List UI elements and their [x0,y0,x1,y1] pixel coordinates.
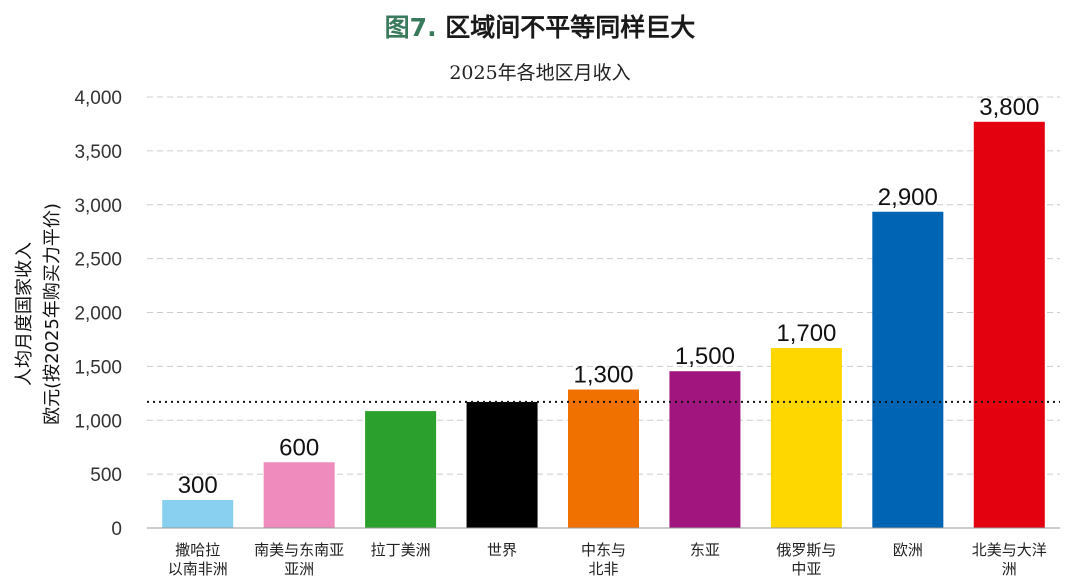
category-label: 俄罗斯与 [776,541,836,559]
y-tick-label: 0 [111,519,122,540]
category-label: 北非 [588,560,618,578]
y-axis-label-line2: 欧元(按2025年购买力平价) [42,203,63,425]
title-text: 区域间不平等同样巨大 [445,13,696,42]
figure-number: 图7. [384,13,437,42]
value-label: 600 [279,434,319,461]
bar [567,389,640,528]
value-label: 300 [178,472,218,499]
chart-subtitle: 2025年各地区月收入 [449,62,631,84]
category-label: 洲 [1002,560,1017,578]
bar [365,411,437,528]
value-label: 1,500 [675,343,735,370]
category-label: 以南非洲 [168,560,228,578]
value-label: 3,800 [979,94,1039,121]
y-tick-label: 500 [90,465,122,486]
bar [872,211,944,528]
category-label: 中亚 [791,560,821,578]
category-label: 南美与东南亚 [254,541,344,559]
category-label: 欧洲 [893,541,923,559]
value-label: 1,700 [776,320,836,347]
value-label: 1,300 [573,362,633,389]
bars [162,121,1045,528]
bar [162,499,234,528]
y-tick-label: 3,000 [74,196,122,217]
category-label: 拉丁美洲 [371,541,431,559]
y-tick-label: 3,500 [74,142,122,163]
y-tick-label: 2,000 [74,304,122,325]
y-axis-label-line1: 人均月度国家收入 [14,242,35,386]
bar [669,371,741,528]
category-label: 北美与大洋 [972,541,1047,559]
y-tick-label: 2,500 [74,250,122,271]
y-tick-label: 1,500 [74,357,122,378]
category-label: 中东与 [581,541,626,559]
value-labels: 300 600 1,300 1,500 1,700 2,900 3,800 [178,94,1040,499]
category-label: 亚洲 [284,560,314,578]
value-label: 2,900 [878,184,938,211]
chart-title: 图7. 区域间不平等同样巨大 [0,8,1080,44]
category-label: 世界 [487,541,517,559]
bar [973,121,1045,528]
category-label: 撒哈拉 [175,541,220,559]
y-tick-label: 1,000 [74,411,122,432]
bar [263,462,335,528]
y-tick-label: 4,000 [74,88,122,109]
y-axis-ticks: 0 500 1,000 1,500 2,000 2,500 3,000 3,500 4,000 [74,88,122,540]
category-label: 东亚 [690,541,720,559]
bar [770,348,842,528]
bar [466,401,538,528]
